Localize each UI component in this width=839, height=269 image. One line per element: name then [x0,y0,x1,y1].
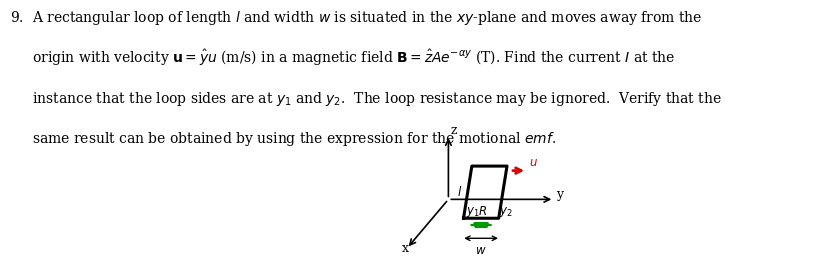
Text: instance that the loop sides are at $y_1$ and $y_2$.  The loop resistance may be: instance that the loop sides are at $y_1… [10,90,722,108]
Text: y: y [556,188,563,201]
Text: 9.  A rectangular loop of length $l$ and width $w$ is situated in the $xy$-plane: 9. A rectangular loop of length $l$ and … [10,9,702,27]
Text: z: z [451,124,457,137]
Text: $R$: $R$ [478,205,487,218]
Text: x: x [402,242,409,254]
Text: $w$: $w$ [475,244,487,257]
Text: $u$: $u$ [529,156,538,169]
Text: $y_1$: $y_1$ [466,205,479,219]
Text: $l$: $l$ [456,185,462,199]
Text: same result can be obtained by using the expression for the motional $emf$.: same result can be obtained by using the… [10,130,556,148]
Text: origin with velocity $\mathbf{u} = \hat{y}u$ (m/s) in a magnetic field $\mathbf{: origin with velocity $\mathbf{u} = \hat{… [10,48,675,68]
Text: $y_2$: $y_2$ [499,205,513,219]
